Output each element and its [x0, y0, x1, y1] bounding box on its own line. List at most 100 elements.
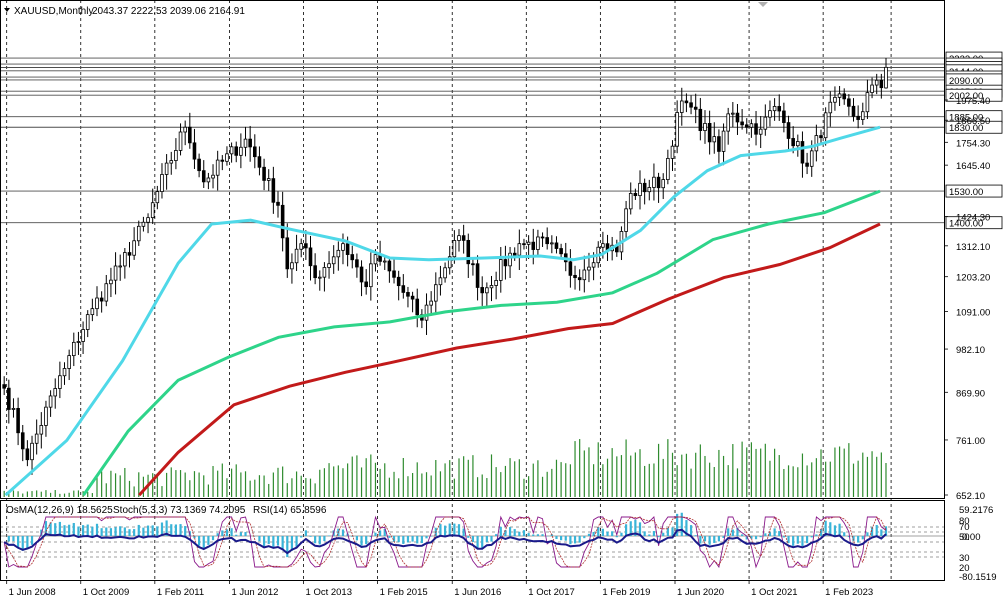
candle-body — [731, 112, 735, 115]
indicator-tick-label: 0.00 — [962, 532, 981, 543]
candle-body — [406, 292, 410, 297]
candle-body — [856, 115, 860, 120]
indicator-tick-label: 70 — [959, 522, 970, 533]
candle-body — [72, 341, 76, 357]
candle-body — [842, 93, 847, 100]
candle-body — [577, 277, 582, 281]
candle-body — [512, 252, 517, 256]
candle-body — [633, 192, 638, 197]
candle-body — [489, 285, 494, 289]
candle-body — [587, 266, 591, 271]
main-chart-frame — [0, 0, 945, 499]
candle-body — [768, 110, 772, 118]
right-price-axis: 2222.002185.002164.002144.002107.002090.… — [944, 51, 1003, 502]
candle-body — [266, 178, 271, 181]
candle-body — [359, 266, 364, 283]
candle-body — [833, 96, 837, 103]
ohlc-label: 2043.37 2222.53 2039.06 2164.91 — [92, 6, 245, 17]
candle-body — [536, 236, 540, 250]
candle-body — [526, 241, 531, 245]
candle-body — [726, 113, 730, 132]
candle-body — [243, 138, 248, 148]
candle-body — [201, 170, 206, 183]
candle-body — [317, 276, 322, 279]
candle-body — [67, 355, 71, 369]
candle-body — [373, 254, 378, 265]
candle-body — [345, 243, 350, 255]
candle-body — [350, 254, 355, 261]
candle-body — [698, 108, 703, 131]
candle-body — [248, 138, 252, 148]
candle-body — [851, 105, 856, 117]
candle-body — [652, 176, 656, 188]
candle-body — [735, 112, 740, 123]
candle-body — [141, 221, 146, 227]
candle-body — [480, 287, 485, 294]
candle-body — [656, 176, 661, 189]
candle-body — [192, 142, 197, 160]
chart-header: XAUUSD,Monthly 2043.37 2222.53 2039.06 2… — [4, 6, 245, 17]
candle-body — [276, 201, 280, 206]
time-tick-label: 1 Jun 2012 — [231, 587, 278, 598]
candle-body — [758, 128, 763, 135]
time-tick-label: 1 Feb 2019 — [602, 587, 650, 598]
dropdown-icon[interactable] — [4, 8, 10, 12]
candle-body — [211, 174, 215, 179]
candle-body — [62, 368, 67, 377]
candle-body — [879, 79, 884, 89]
candle-body — [58, 375, 62, 389]
price-tick-label: 761.00 — [956, 436, 985, 447]
candle-body — [679, 100, 684, 113]
candle-body — [865, 92, 870, 113]
candle-body — [828, 101, 833, 114]
candle-body — [461, 235, 466, 241]
candle-body — [369, 263, 373, 288]
candle-body — [341, 243, 345, 251]
candle-body — [44, 406, 48, 426]
candle-body — [466, 239, 471, 265]
candle-body — [424, 304, 429, 321]
candle-body — [693, 106, 698, 110]
candle-body — [308, 247, 313, 267]
candle-body — [503, 259, 508, 267]
candle-body — [471, 263, 475, 266]
candle-body — [253, 146, 257, 158]
candle-body — [740, 121, 744, 126]
candle-body — [485, 287, 489, 294]
time-tick-label: 1 Feb 2011 — [157, 587, 204, 598]
candle-body — [239, 146, 243, 156]
candle-body — [285, 237, 290, 270]
candle-body — [313, 265, 317, 279]
candle-body — [30, 442, 34, 461]
price-tick-label: 1866.50 — [956, 116, 990, 127]
rsi-line — [3, 528, 887, 555]
candle-body — [262, 166, 266, 181]
candle-body — [661, 179, 666, 189]
candle-body — [188, 126, 192, 144]
candle-body — [206, 177, 211, 183]
candle-body — [554, 242, 559, 249]
candle-body — [382, 260, 387, 263]
candle-body — [155, 191, 160, 204]
candle-body — [684, 100, 689, 104]
candle-body — [823, 112, 828, 139]
osma-label: OsMA(12,26,9) 18.5625 — [6, 505, 113, 516]
price-tick-label: 1754.30 — [956, 138, 990, 149]
candle-body — [498, 259, 503, 281]
candle-body — [638, 182, 642, 197]
candle-body — [796, 141, 800, 147]
candle-body — [573, 274, 577, 279]
candle-body — [772, 106, 777, 112]
candle-body — [164, 162, 169, 175]
ma-line-ma_mid — [82, 189, 881, 496]
candle-body — [39, 425, 44, 435]
candle-body — [814, 135, 819, 152]
candle-body — [550, 242, 554, 245]
indicator-tick-label: 59.2176 — [959, 505, 993, 516]
candle-body — [169, 160, 174, 164]
candle-body — [118, 265, 122, 268]
shift-marker-icon[interactable] — [758, 2, 768, 7]
